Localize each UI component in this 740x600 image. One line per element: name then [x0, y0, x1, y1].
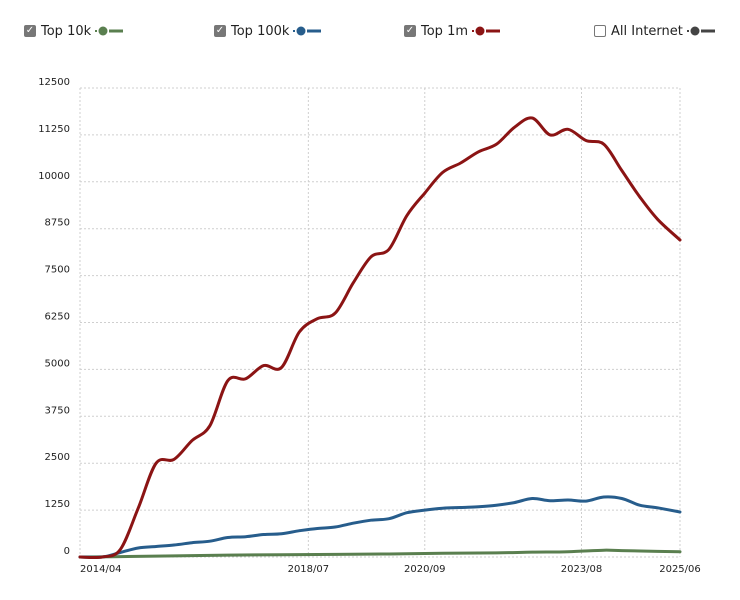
legend-label-top-100k: Top 100k — [231, 23, 290, 39]
checkbox-top-1m[interactable]: ✓ — [404, 25, 416, 37]
x-tick-label: 2025/06 — [659, 564, 701, 575]
legend-label-top-1m: Top 1m — [421, 23, 469, 39]
x-tick-label: 2018/07 — [288, 564, 330, 575]
legend-item-all-internet[interactable]: All Internet — [594, 18, 715, 44]
x-tick-label: 2020/09 — [404, 564, 446, 575]
x-axis-ticks: 2014/04 2018/07 2020/09 2023/08 2025/06 — [80, 564, 701, 575]
x-tick-label: 2023/08 — [561, 564, 603, 575]
y-tick-label: 10000 — [38, 171, 70, 182]
checkbox-top-10k[interactable]: ✓ — [24, 25, 36, 37]
series-line-top-100k — [78, 495, 682, 559]
x-tick-label: 2014/04 — [80, 564, 122, 575]
y-tick-label: 2500 — [45, 452, 70, 463]
legend-item-top-100k[interactable]: ✓ Top 100k — [214, 18, 322, 44]
chart-grid — [79, 87, 681, 558]
legend-swatch-top-1m — [472, 26, 501, 36]
y-axis-ticks: 0 1250 2500 3750 5000 6250 7500 8750 10000 11250 1… — [38, 77, 70, 557]
legend-dot — [475, 26, 485, 36]
legend-swatch-all-internet — [686, 26, 715, 36]
legend-dot — [296, 26, 306, 36]
series-line-top-1m — [78, 116, 682, 560]
chart-lines — [78, 116, 682, 560]
y-tick-label: 8750 — [45, 218, 70, 229]
legend-swatch-top-100k — [293, 26, 322, 36]
legend-swatch-top-10k — [95, 26, 124, 36]
legend-label-all-internet: All Internet — [611, 23, 683, 39]
y-tick-label: 12500 — [38, 77, 70, 88]
y-tick-label: 3750 — [45, 405, 70, 416]
y-tick-label: 5000 — [45, 358, 70, 369]
legend-item-top-1m[interactable]: ✓ Top 1m — [404, 18, 501, 44]
checkbox-top-100k[interactable]: ✓ — [214, 25, 226, 37]
chart-legend: ✓ Top 10k ✓ Top 100k ✓ Top 1m All Intern… — [0, 18, 740, 44]
y-tick-label: 0 — [64, 546, 70, 557]
legend-dot — [98, 26, 108, 36]
y-tick-label: 6250 — [45, 312, 70, 323]
legend-dot — [690, 26, 700, 36]
legend-label-top-10k: Top 10k — [41, 23, 92, 39]
y-tick-label: 1250 — [45, 499, 70, 510]
y-tick-label: 7500 — [45, 265, 70, 276]
checkbox-all-internet[interactable] — [594, 25, 606, 37]
y-tick-label: 11250 — [38, 124, 70, 135]
legend-item-top-10k[interactable]: ✓ Top 10k — [24, 18, 124, 44]
series-line-top-10k — [78, 548, 682, 559]
